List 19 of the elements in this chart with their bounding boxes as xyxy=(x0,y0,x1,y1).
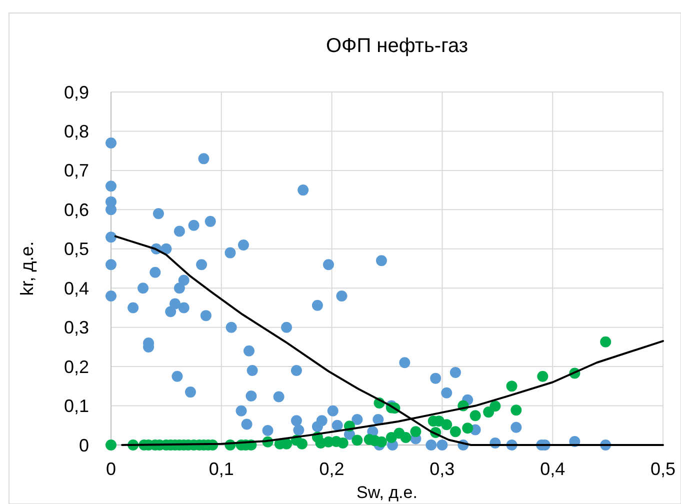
y-tick-label: 0,3 xyxy=(64,318,89,338)
y-tick-label: 0,8 xyxy=(64,122,89,142)
x-tick-label: 0,2 xyxy=(319,459,344,479)
y-tick-label: 0,6 xyxy=(64,200,89,220)
y-tick-label: 0,2 xyxy=(64,356,89,377)
chart-title: ОФП нефть-газ xyxy=(326,35,468,57)
y-tick-label: 0,4 xyxy=(64,278,89,298)
x-tick-label: 0,3 xyxy=(430,459,455,479)
x-tick-label: 0,1 xyxy=(208,459,234,479)
y-tick-label: 0,5 xyxy=(64,239,89,260)
x-axis-title: Sw, д.е. xyxy=(356,483,418,502)
y-axis-title: kr, д.е. xyxy=(17,241,37,296)
x-tick-label: 0,5 xyxy=(650,459,676,479)
x-tick-label: 0 xyxy=(106,459,116,479)
x-tick-label: 0,4 xyxy=(540,459,566,479)
y-tick-label: 0,1 xyxy=(64,396,89,416)
y-tick-label: 0,7 xyxy=(64,160,89,181)
y-tick-label: 0 xyxy=(78,435,89,456)
y-tick-label: 0,9 xyxy=(64,82,89,102)
